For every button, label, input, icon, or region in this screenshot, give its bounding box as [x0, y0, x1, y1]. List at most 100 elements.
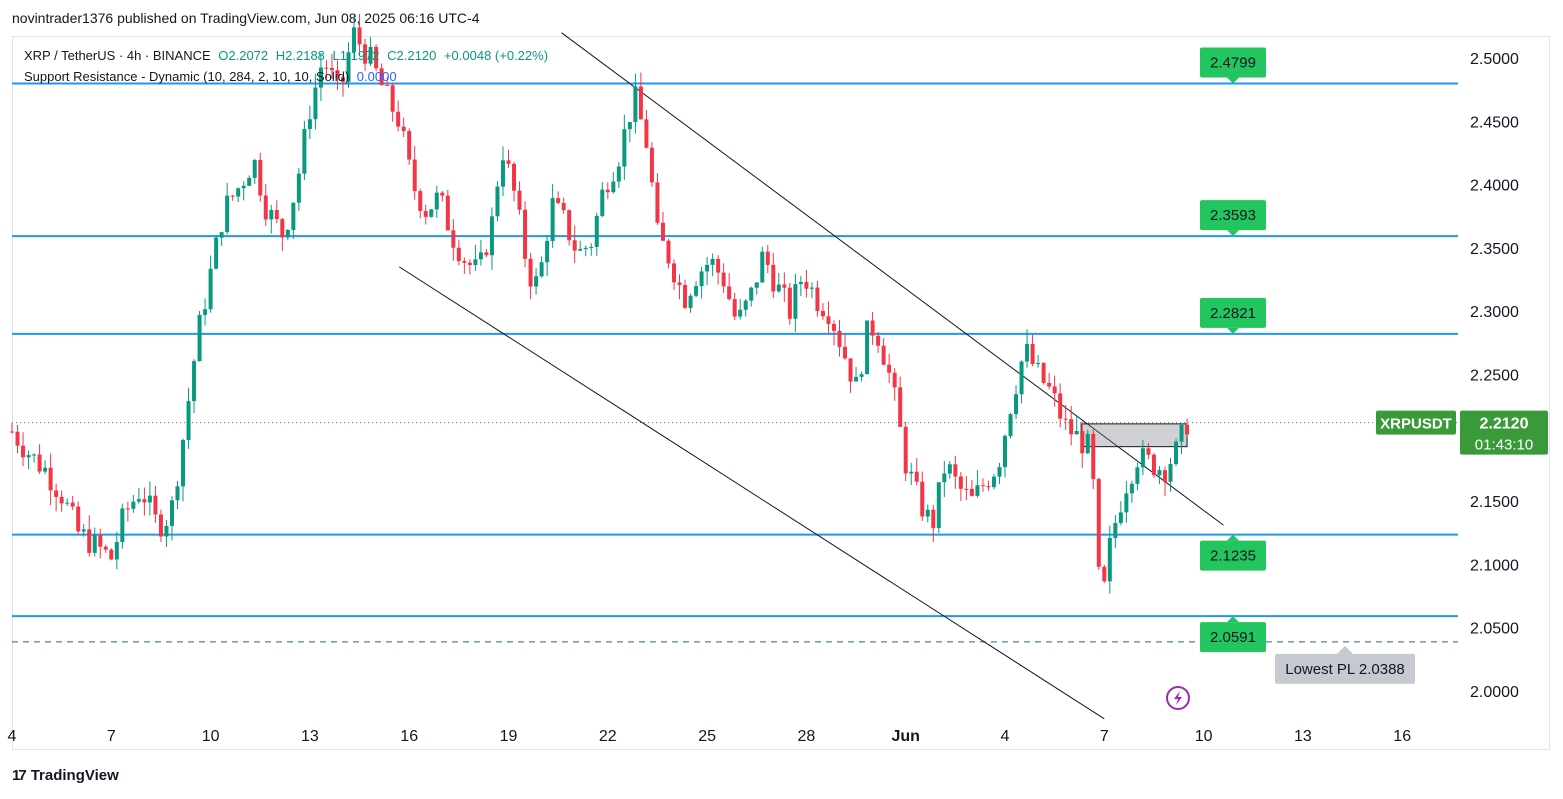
candle-body — [407, 131, 412, 160]
candle-body — [859, 374, 864, 377]
candle-body — [43, 467, 48, 472]
x-tick-label: 16 — [1393, 728, 1411, 745]
candlesticks — [10, 13, 1190, 594]
candle-body — [1124, 493, 1129, 513]
candle-body — [848, 358, 853, 382]
badge-pointer — [1337, 645, 1353, 654]
candle-body — [203, 309, 208, 315]
candle-body — [374, 46, 379, 69]
candle-body — [363, 44, 368, 64]
candle-body — [76, 506, 81, 532]
time-axis: 4 7 10 13 16 19 22 25 28 Jun 4 7 10 13 16 — [8, 728, 1412, 745]
candle-body — [953, 464, 958, 477]
candle-body — [975, 485, 980, 496]
tradingview-logo[interactable]: 17 TradingView — [12, 767, 119, 784]
candle-body — [1146, 448, 1151, 455]
candle-body — [451, 230, 456, 248]
x-tick-label: 7 — [1100, 728, 1109, 745]
candle-body — [401, 126, 406, 132]
candle-body — [964, 488, 969, 490]
candle-body — [556, 198, 561, 203]
candle-body — [81, 529, 86, 532]
candle-body — [500, 160, 505, 187]
candle-body — [815, 287, 820, 311]
level-badge[interactable]: 2.2821 — [1200, 297, 1266, 334]
candle-body — [561, 202, 566, 211]
candle-body — [423, 210, 428, 217]
current-price-label: 2.2120 — [1480, 416, 1529, 433]
candle-body — [258, 160, 263, 196]
candle-body — [1003, 435, 1007, 468]
symbol-info[interactable]: XRP / TetherUS · 4h · BINANCE — [24, 48, 211, 63]
candle-body — [396, 111, 401, 127]
candle-body — [804, 281, 809, 289]
level-badge[interactable]: 2.1235 — [1200, 534, 1266, 571]
candle-body — [1168, 463, 1173, 482]
candle-body — [578, 248, 583, 251]
candle-body — [1129, 483, 1134, 494]
level-badge[interactable]: 2.0591 — [1200, 616, 1266, 653]
indicator-name[interactable]: Support Resistance - Dynamic (10, 284, 2… — [24, 69, 350, 84]
x-tick-label: 4 — [1001, 728, 1010, 745]
price-tag-box — [1460, 410, 1548, 455]
x-tick-label: 10 — [1195, 728, 1213, 745]
candle-body — [192, 361, 197, 402]
candle-body — [208, 268, 213, 310]
trendlines — [399, 32, 1224, 720]
candle-body — [1025, 343, 1030, 362]
candle-body — [440, 192, 445, 196]
price-tags: XRPUSDT 2.2120 01:43:10 — [1376, 410, 1548, 455]
candle-body — [512, 163, 517, 191]
candle-body — [539, 262, 544, 277]
candle-body — [611, 181, 616, 193]
candle-body — [881, 345, 886, 365]
indicator-value: 0.0000 — [356, 69, 397, 84]
candle-body — [473, 259, 478, 266]
candle-body — [567, 210, 572, 241]
candle-body — [87, 529, 92, 553]
lightning-icon[interactable] — [1166, 686, 1190, 710]
trendline — [399, 266, 1105, 720]
level-badge[interactable]: 2.4799 — [1200, 47, 1266, 84]
candle-body — [1014, 394, 1019, 415]
open-value: O2.2072 — [218, 48, 269, 63]
candle-body — [26, 455, 31, 458]
y-tick-label: 2.1500 — [1470, 494, 1519, 511]
zone-layer — [1080, 423, 1188, 448]
candle-body — [412, 159, 417, 192]
level-badge[interactable]: 2.3593 — [1200, 200, 1266, 237]
candle-body — [158, 514, 163, 537]
candle-body — [445, 195, 450, 231]
candle-body — [666, 240, 671, 264]
level-badge-box — [1200, 540, 1266, 571]
candle-body — [732, 299, 737, 317]
candle-body — [942, 473, 947, 483]
high-value: H2.2188 — [275, 48, 325, 63]
candle-body — [335, 70, 340, 78]
x-tick-label: Jun — [891, 728, 919, 745]
candle-body — [59, 496, 64, 504]
candle-body — [694, 286, 699, 296]
candle-body — [1140, 448, 1145, 468]
candle-body — [633, 86, 638, 123]
level-badge-label: 2.3593 — [1210, 207, 1256, 224]
level-badge-label: 2.0591 — [1210, 629, 1256, 646]
candle-body — [809, 287, 814, 289]
symbol-tag-box — [1376, 410, 1456, 435]
x-tick-label: 19 — [500, 728, 518, 745]
candle-body — [429, 209, 434, 217]
candle-body — [65, 502, 70, 504]
candle-body — [269, 210, 274, 220]
candle-body — [1185, 424, 1190, 435]
candle-body — [114, 542, 119, 560]
candle-body — [230, 195, 235, 197]
chart-frame — [12, 36, 1550, 750]
candle-body — [660, 222, 665, 241]
price-zone — [1080, 423, 1188, 448]
x-tick-label: 7 — [107, 728, 116, 745]
candle-body — [506, 160, 511, 164]
y-tick-label: 2.3000 — [1470, 304, 1519, 321]
candle-body — [826, 316, 831, 324]
candle-body — [760, 251, 765, 283]
